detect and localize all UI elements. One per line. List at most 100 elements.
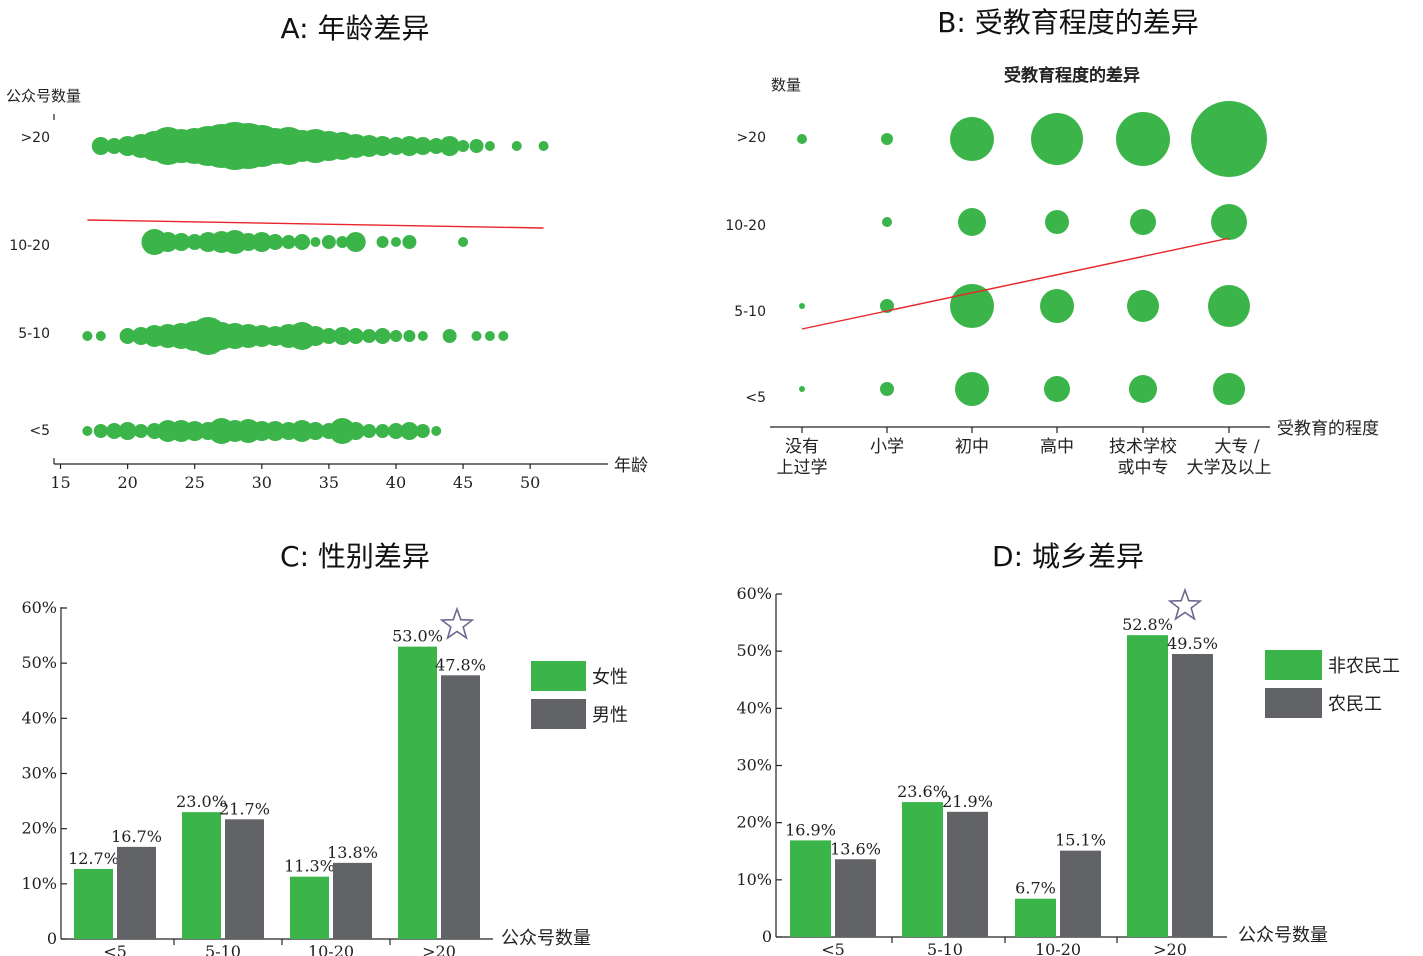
- panel-d-xtick-label: 5-10: [927, 940, 963, 956]
- panel-b-xtick-label: 小学: [870, 437, 904, 457]
- panel-c-legend-label: 女性: [592, 667, 628, 688]
- panel-a-title: A: 年龄差异: [281, 12, 430, 45]
- panel-b-point: [1031, 113, 1083, 165]
- panel-a-xtick-label: 40: [386, 473, 406, 492]
- panel-b-point: [880, 382, 894, 396]
- panel-a-ytick-label: 10-20: [9, 238, 50, 254]
- panel-a-point: [310, 237, 321, 247]
- panel-d-ytick-label: 40%: [736, 698, 772, 717]
- panel-d-legend-swatch: [1265, 650, 1322, 680]
- panel-b-point: [1044, 376, 1070, 402]
- panel-b-ytick-label: 5-10: [734, 304, 766, 320]
- panel-c-bar: [290, 876, 329, 939]
- panel-b-point: [882, 217, 892, 227]
- panel-d-xtick-label: <5: [821, 940, 845, 956]
- panel-a-point: [442, 329, 457, 343]
- panel-a-point: [134, 424, 149, 438]
- panel-a-point: [439, 136, 460, 156]
- panel-b-point: [950, 284, 994, 328]
- panel-c-title: C: 性别差异: [280, 540, 430, 573]
- panel-d-data-label: 15.1%: [1055, 831, 1106, 850]
- panel-d-bar: [1172, 654, 1213, 937]
- panel-d-legend-swatch: [1265, 688, 1322, 718]
- panel-d: 公众号数量 0 10% 20% 30% 40% 50% 60% <5 16.9%13.6% 5-1…: [736, 584, 1400, 956]
- panel-d-ytick-label: 10%: [736, 870, 772, 889]
- panel-a-point: [375, 424, 390, 438]
- panel-a-point: [457, 140, 470, 152]
- panel-c-ytick-label: 10%: [21, 874, 57, 893]
- panel-d-data-label: 16.9%: [785, 820, 836, 839]
- panel-c-data-label: 53.0%: [392, 627, 443, 646]
- panel-a-point: [346, 422, 365, 440]
- panel-d-title: D: 城乡差异: [992, 540, 1144, 573]
- panel-c-bar: [74, 868, 113, 939]
- panel-c-data-label: 21.7%: [219, 799, 270, 818]
- panel-a-point: [265, 421, 286, 441]
- panel-a-point: [91, 137, 110, 155]
- panel-a-point: [336, 236, 349, 248]
- panel-b-point: [1213, 373, 1245, 405]
- panel-a-point: [387, 423, 404, 439]
- panel-c-data-label: 16.7%: [111, 827, 162, 846]
- panel-a-point: [415, 424, 430, 438]
- panel-a-xtick-label: 15: [50, 473, 70, 492]
- panel-a-point: [458, 237, 469, 247]
- panel-c-data-label: 47.8%: [435, 655, 486, 674]
- panel-b-xtick-label: 高中: [1040, 437, 1074, 457]
- panel-a-point: [95, 331, 106, 341]
- panel-d-xtick-label: >20: [1153, 940, 1187, 956]
- panel-c-ytick-label: 30%: [21, 764, 57, 783]
- panel-c-xtick-label: <5: [103, 942, 127, 956]
- panel-a-point: [106, 423, 123, 439]
- panel-d-ytick-label: 60%: [736, 584, 772, 603]
- panel-c-ytick-label: 60%: [21, 598, 57, 617]
- panel-a-point: [538, 141, 549, 151]
- panel-d-star-icon: [1167, 587, 1203, 621]
- panel-b-point: [799, 303, 805, 309]
- panel-d-data-label: 21.9%: [942, 792, 993, 811]
- panel-a-xtick-label: 35: [319, 473, 339, 492]
- panel-b-xtick-label: 上过学: [777, 458, 828, 478]
- panel-a-point: [511, 141, 522, 151]
- panel-a-point: [413, 137, 432, 155]
- panel-c-data-label: 13.8%: [327, 843, 378, 862]
- panel-b-point: [1130, 209, 1156, 235]
- panel-d-legend-label: 农民工: [1328, 694, 1382, 715]
- panel-b-xtick-label: 大学及以上: [1187, 458, 1272, 478]
- panel-a-point: [402, 235, 417, 249]
- panel-d-legend-label: 非农民工: [1328, 656, 1400, 677]
- panel-b-xtick-label: 没有: [785, 437, 819, 457]
- panel-c-ytick-label: 40%: [21, 708, 57, 727]
- panel-a-xtick-label: 20: [117, 473, 137, 492]
- panel-b-point: [1129, 375, 1157, 403]
- panel-a-point: [417, 331, 428, 341]
- panel-a-ytick-label: >20: [20, 130, 50, 146]
- panel-c-legend-swatch: [531, 699, 586, 729]
- panel-a-point: [431, 426, 442, 436]
- panel-b-xtick-label: 初中: [955, 437, 989, 457]
- panel-a-point: [400, 422, 419, 440]
- panel-a-point: [320, 328, 337, 344]
- panel-d-bar: [790, 840, 831, 937]
- panel-b-title: B: 受教育程度的差异: [937, 6, 1199, 39]
- panel-a-xtick-label: 45: [453, 473, 473, 492]
- panel-a-point: [389, 330, 402, 342]
- panel-a-point: [119, 328, 136, 344]
- panel-a-point: [484, 331, 495, 341]
- panel-d-ytick-label: 50%: [736, 641, 772, 660]
- panel-a-point: [118, 422, 137, 440]
- panel-d-bar: [1015, 898, 1056, 937]
- panel-c-star-icon: [439, 606, 475, 640]
- panel-a-xlabel: 年龄: [614, 456, 648, 476]
- panel-a-point: [184, 421, 205, 441]
- panel-d-xtick-label: 10-20: [1035, 940, 1081, 956]
- panel-a-point: [390, 237, 401, 247]
- panel-a-ytick-label: 5-10: [18, 326, 50, 342]
- panel-c-bar: [225, 819, 264, 939]
- panel-a-ytick-label: <5: [29, 423, 50, 439]
- panel-a-point: [294, 234, 311, 250]
- panel-c-bar: [441, 675, 480, 939]
- panel-c-bar: [333, 862, 372, 939]
- panel-d-data-label: 13.6%: [830, 839, 881, 858]
